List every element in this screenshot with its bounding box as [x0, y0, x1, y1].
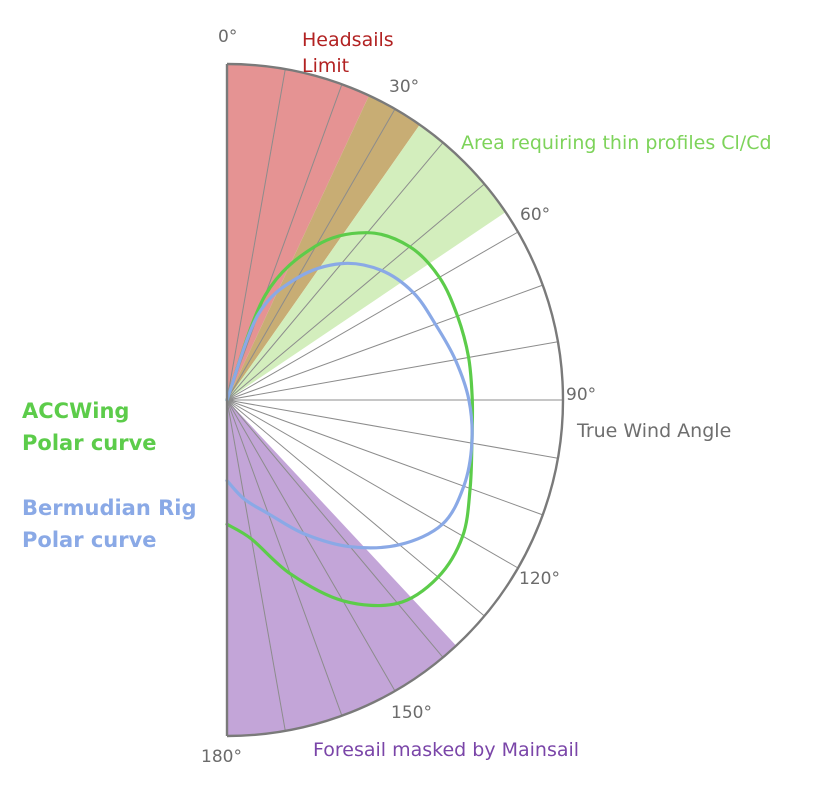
- radial-line-160: [226, 399, 343, 716]
- bermudian-legend-line1: Bermudian Rig: [22, 496, 197, 520]
- radial-line-150: [226, 399, 396, 692]
- angle-label-150: 150°: [391, 703, 432, 723]
- angle-label-30: 30°: [389, 77, 419, 97]
- radial-line-20: [226, 84, 343, 401]
- sector-zones: [227, 64, 506, 736]
- foresail-masked-label: Foresail masked by Mainsail: [313, 739, 579, 761]
- angle-label-120: 120°: [519, 569, 560, 589]
- accwing-legend-line2: Polar curve: [22, 431, 157, 455]
- radial-line-60: [226, 231, 519, 401]
- thin-profiles-area-label: Area requiring thin profiles Cl/Cd: [461, 132, 772, 154]
- headsails-limit-label-line2: Limit: [302, 55, 349, 77]
- radial-line-10: [226, 69, 286, 401]
- thin-profiles-zone: [227, 124, 506, 401]
- polar-curves: [225, 231, 475, 608]
- angle-label-0: 0°: [218, 27, 237, 47]
- radial-line-50: [226, 183, 485, 401]
- angle-label-60: 60°: [520, 205, 550, 225]
- radial-line-80: [226, 341, 558, 401]
- radial-line-70: [226, 284, 543, 401]
- radial-line-30: [226, 108, 396, 401]
- radial-grid-lines: [226, 69, 563, 731]
- radial-line-110: [226, 399, 543, 516]
- radial-line-130: [226, 399, 485, 617]
- true-wind-angle-title: True Wind Angle: [576, 420, 731, 442]
- radial-line-40: [226, 142, 444, 401]
- angle-label-180: 180°: [201, 747, 242, 767]
- outer-arc: [226, 62, 565, 738]
- bermudian-legend-line2: Polar curve: [22, 528, 157, 552]
- angle-label-90: 90°: [566, 385, 596, 405]
- polar-outline: [225, 62, 565, 738]
- radial-line-170: [226, 399, 286, 731]
- tan-band-zone: [227, 95, 420, 400]
- accwing-legend-line1: ACCWing: [22, 399, 129, 423]
- radial-line-120: [226, 399, 519, 569]
- bermudian-polar-curve: [225, 261, 474, 550]
- accwing-polar-curve: [225, 231, 475, 608]
- headsails-limit-zone: [227, 64, 369, 400]
- foresail-masked-zone: [227, 400, 457, 736]
- headsails-limit-label-line1: Headsails: [302, 29, 394, 51]
- radial-line-140: [226, 399, 444, 658]
- radial-line-100: [226, 399, 558, 459]
- angle-labels: 0° 30° 60° 90° 120° 150° 180°: [201, 27, 596, 767]
